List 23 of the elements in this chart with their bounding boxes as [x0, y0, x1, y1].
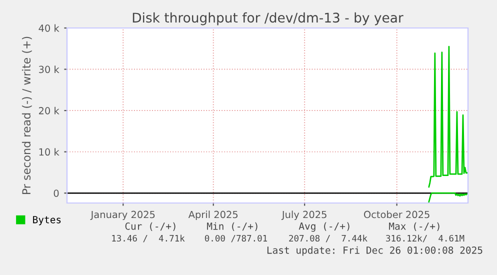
text: 13.46 / 4.71k [112, 234, 185, 242]
y-tick-label: 20 k [38, 106, 60, 114]
text: 316.12k/ 4.61M [386, 234, 464, 242]
text: 0.00 /787.01 [204, 234, 268, 242]
line-series [428, 46, 468, 188]
text: 207.08 / 7.44k [289, 234, 368, 242]
y-tick-label: 30 k [39, 66, 60, 74]
y-tick-label: 10 k [39, 148, 60, 156]
text: Max (-/+) [389, 222, 440, 231]
x-tick-label: July 2025 [281, 210, 326, 220]
text: Cur (-/+) [125, 222, 176, 231]
text: Avg (-/+) [298, 222, 350, 232]
x-tick-label: October 2025 [364, 210, 430, 218]
text: Min (-/+) [207, 222, 258, 231]
y-tick-label: 40 k [38, 24, 60, 32]
chart-title: Disk throughput for /dev/dm-13 - by year [132, 12, 404, 26]
x-tick-label: January 2025 [90, 210, 155, 220]
line-series [428, 192, 468, 202]
x-tick-label: April 2025 [188, 210, 238, 220]
text: Last update: Fri Dec 26 01:00:08 2025 [267, 246, 482, 256]
y-tick-label: 0 [54, 190, 59, 197]
legend-label: Bytes [33, 216, 61, 226]
y-axis-title: Pr second read (-) / write (+) [22, 36, 32, 194]
